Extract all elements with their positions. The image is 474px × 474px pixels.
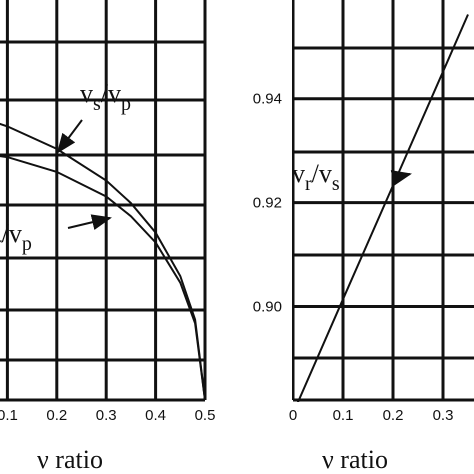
annotation-subscript: p bbox=[121, 93, 131, 115]
annotation-arrow bbox=[67, 214, 112, 230]
annotation-arrow bbox=[390, 170, 412, 186]
annotation-text: v bbox=[80, 79, 93, 108]
y-tick-label: 0.90 bbox=[253, 298, 282, 315]
x-tick-label: 0.2 bbox=[383, 407, 404, 424]
annotation-subscript: r bbox=[305, 173, 312, 195]
decor-grid-left bbox=[0, 40, 205, 362]
x-tick-label: 0.1 bbox=[333, 407, 354, 424]
annotation-arrow bbox=[56, 119, 83, 154]
x-tick-label: 0.4 bbox=[145, 407, 166, 424]
x-tick-label: 0.3 bbox=[433, 407, 454, 424]
y-tick-label: 0.94 bbox=[253, 91, 282, 108]
curve bbox=[0, 155, 206, 401]
plot bbox=[0, 0, 207, 402]
x-tick-label: 0.2 bbox=[46, 407, 67, 424]
y-tick-label: 0.92 bbox=[253, 195, 282, 212]
annotation-text: /v bbox=[2, 219, 22, 248]
annotation: vs/vp bbox=[80, 79, 131, 115]
x-axis-label: ν ratio bbox=[322, 445, 388, 474]
x-tick-label: 0 bbox=[289, 407, 297, 424]
annotation-subscript: s bbox=[93, 93, 101, 115]
annotation-text: /v bbox=[101, 79, 121, 108]
annotation-text: /v bbox=[312, 159, 332, 188]
x-axis-label: ν ratio bbox=[37, 445, 103, 474]
annotation-subscript: s bbox=[332, 173, 340, 195]
x-tick-label: 0.5 bbox=[195, 407, 216, 424]
annotation: vr/vs bbox=[292, 159, 340, 195]
annotation-text: v bbox=[292, 159, 305, 188]
annotation: vr/vp bbox=[0, 219, 32, 255]
x-tick-label: 0.3 bbox=[96, 407, 117, 424]
annotation-subscript: p bbox=[22, 233, 32, 255]
annotation-subscript: r bbox=[0, 233, 2, 255]
x-tick-label: 0.1 bbox=[0, 407, 18, 424]
curve bbox=[0, 122, 206, 401]
plot bbox=[292, 0, 474, 402]
